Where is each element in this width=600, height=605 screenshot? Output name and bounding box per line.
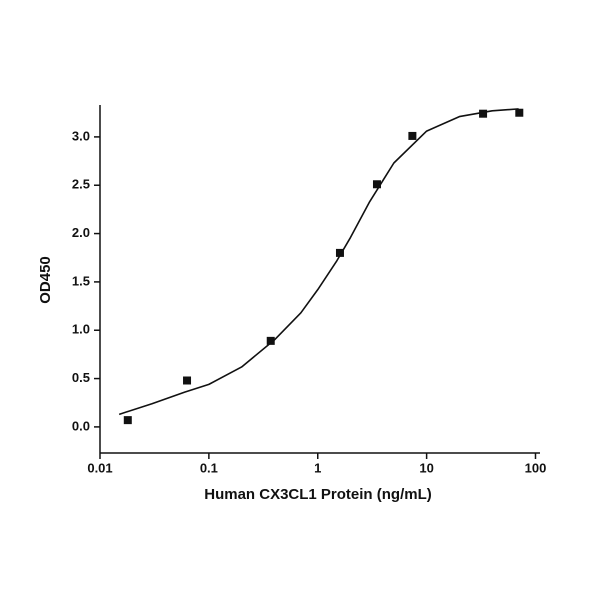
x-tick-label: 1: [314, 460, 321, 475]
x-tick-label: 0.1: [200, 460, 218, 475]
x-tick-label: 10: [419, 460, 433, 475]
y-tick-label: 2.5: [72, 177, 90, 192]
fit-curve: [118, 108, 519, 416]
data-point: [123, 416, 132, 425]
data-point: [372, 180, 381, 189]
x-tick-label: 100: [525, 460, 547, 475]
y-tick-label: 0.5: [72, 370, 90, 385]
data-point: [266, 336, 275, 345]
x-axis-title: Human CX3CL1 Protein (ng/mL): [204, 486, 432, 503]
data-point: [515, 108, 524, 117]
data-point: [479, 109, 488, 118]
data-point: [183, 376, 192, 385]
data-point: [408, 131, 417, 140]
y-tick-label: 1.0: [72, 322, 90, 337]
data-point: [335, 248, 344, 257]
y-tick-label: 2.0: [72, 225, 90, 240]
y-tick-label: 3.0: [72, 128, 90, 143]
y-axis-title: OD450: [37, 256, 54, 304]
x-tick-label: 0.01: [87, 460, 112, 475]
y-tick-label: 1.5: [72, 273, 90, 288]
y-tick-label: 0.0: [72, 418, 90, 433]
